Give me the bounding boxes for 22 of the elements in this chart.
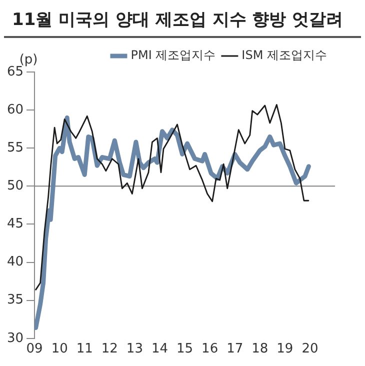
y-tick-label: 50 [6, 178, 24, 194]
y-tick-label: 55 [6, 140, 24, 156]
x-tick-label: 16 [202, 342, 218, 357]
x-tick-label: 15 [176, 342, 194, 357]
x-tick-label: 10 [51, 342, 68, 357]
x-tick-label: 13 [126, 342, 143, 357]
x-tick-label: 18 [252, 342, 268, 357]
y-tick-label: 60 [6, 102, 24, 118]
x-tick-label: 20 [302, 342, 318, 357]
x-tick-label: 12 [101, 342, 118, 357]
x-tick-label: 14 [151, 342, 168, 357]
legend-label: ISM 제조업지수 [242, 48, 328, 62]
y-tick-label: 45 [6, 216, 24, 232]
y-tick-label: 40 [6, 254, 24, 270]
y-tick-label: 30 [6, 330, 24, 346]
x-tick-label: 09 [26, 342, 43, 357]
legend-label: PMI 제조업지수 [130, 48, 216, 62]
chart-title: 11월 미국의 양대 제조업 지수 향방 엇갈려 [4, 0, 361, 38]
y-tick-label: 35 [6, 292, 24, 308]
x-tick-label: 11 [76, 342, 93, 357]
x-tick-label: 17 [226, 342, 244, 357]
x-tick-label: 19 [276, 342, 294, 357]
